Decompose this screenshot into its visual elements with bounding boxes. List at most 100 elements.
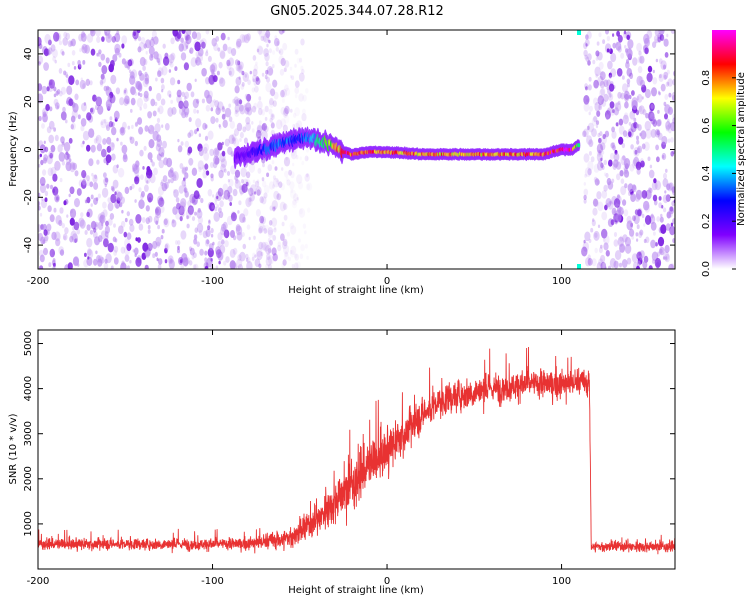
- noise-speck: [636, 147, 641, 153]
- noise-speck: [276, 41, 280, 46]
- noise-speck: [49, 106, 53, 112]
- noise-speck: [137, 237, 141, 243]
- noise-speck: [68, 75, 75, 86]
- noise-speck: [653, 35, 660, 43]
- noise-speck: [118, 225, 124, 234]
- noise-speck: [268, 181, 275, 190]
- noise-speck: [660, 60, 667, 70]
- noise-speck: [272, 175, 276, 180]
- noise-speck: [253, 80, 257, 86]
- noise-speck: [631, 100, 638, 110]
- noise-speck: [234, 179, 241, 189]
- noise-speck: [196, 222, 204, 233]
- noise-speck: [123, 231, 128, 238]
- noise-speck: [262, 241, 270, 252]
- noise-speck: [152, 110, 157, 117]
- noise-speck: [112, 179, 119, 189]
- noise-speck: [245, 122, 251, 132]
- noise-speck: [153, 51, 159, 60]
- noise-speck: [670, 222, 674, 227]
- noise-speck: [80, 125, 85, 132]
- noise-speck: [99, 215, 105, 223]
- noise-speck: [653, 178, 657, 184]
- noise-speck: [280, 233, 285, 241]
- noise-speck: [587, 168, 592, 176]
- noise-speck: [130, 108, 133, 113]
- noise-speck: [605, 114, 610, 120]
- edge-burst-bottom: [577, 264, 582, 269]
- noise-speck: [150, 158, 153, 163]
- noise-speck: [249, 193, 255, 202]
- noise-speck: [671, 91, 675, 101]
- noise-speck: [267, 164, 273, 172]
- noise-speck: [583, 153, 590, 163]
- noise-speck: [236, 38, 242, 48]
- noise-speck: [127, 65, 130, 70]
- noise-speck: [132, 163, 137, 172]
- noise-speck: [161, 84, 165, 91]
- noise-speck: [44, 234, 49, 242]
- noise-speck: [203, 146, 208, 154]
- noise-speck: [236, 258, 243, 268]
- noise-speck: [169, 61, 174, 68]
- noise-speck: [157, 70, 162, 78]
- noise-speck: [227, 186, 233, 194]
- noise-speck: [184, 32, 189, 39]
- noise-speck: [93, 227, 97, 233]
- noise-speck: [663, 38, 669, 47]
- noise-speck: [44, 33, 51, 44]
- noise-speck: [661, 36, 665, 42]
- noise-speck: [671, 95, 675, 102]
- noise-speck: [121, 144, 128, 154]
- noise-speck: [609, 258, 617, 268]
- noise-speck: [623, 158, 631, 168]
- noise-speck: [198, 166, 202, 172]
- noise-speck: [643, 141, 650, 151]
- noise-speck: [99, 81, 104, 87]
- noise-speck: [256, 48, 260, 53]
- noise-speck: [104, 225, 110, 234]
- x-tick-label: 0: [384, 576, 390, 587]
- noise-speck: [181, 30, 186, 34]
- noise-speck: [254, 258, 261, 268]
- noise-speck: [124, 254, 130, 262]
- noise-speck: [599, 70, 604, 76]
- noise-speck: [156, 117, 161, 123]
- noise-speck: [245, 253, 249, 259]
- noise-speck: [39, 183, 47, 194]
- noise-speck: [39, 144, 46, 154]
- noise-speck: [130, 97, 136, 106]
- noise-speck: [86, 196, 91, 204]
- noise-speck: [105, 57, 110, 64]
- noise-speck: [643, 33, 650, 44]
- noise-speck: [594, 232, 598, 238]
- noise-speck: [189, 49, 192, 54]
- noise-speck: [101, 36, 105, 42]
- noise-speck: [595, 120, 600, 125]
- x-tick-label: -100: [201, 276, 224, 287]
- noise-speck: [213, 42, 219, 52]
- noise-speck: [263, 192, 268, 199]
- noise-speck: [48, 134, 54, 144]
- noise-speck: [147, 242, 153, 252]
- noise-speck: [184, 95, 187, 100]
- noise-speck: [126, 265, 130, 269]
- noise-speck: [263, 228, 268, 234]
- noise-speck: [596, 191, 602, 200]
- noise-speck: [267, 248, 272, 254]
- noise-speck: [172, 172, 177, 179]
- noise-speck: [49, 248, 55, 258]
- noise-speck: [307, 207, 311, 213]
- noise-speck: [195, 59, 198, 64]
- noise-speck: [211, 62, 218, 73]
- noise-speck: [194, 41, 201, 52]
- noise-speck: [263, 48, 269, 57]
- noise-speck: [240, 191, 243, 196]
- noise-speck: [605, 172, 609, 178]
- noise-speck: [68, 98, 74, 107]
- noise-speck: [628, 122, 632, 126]
- noise-speck: [603, 234, 610, 245]
- noise-speck: [307, 172, 310, 177]
- noise-speck: [88, 158, 94, 167]
